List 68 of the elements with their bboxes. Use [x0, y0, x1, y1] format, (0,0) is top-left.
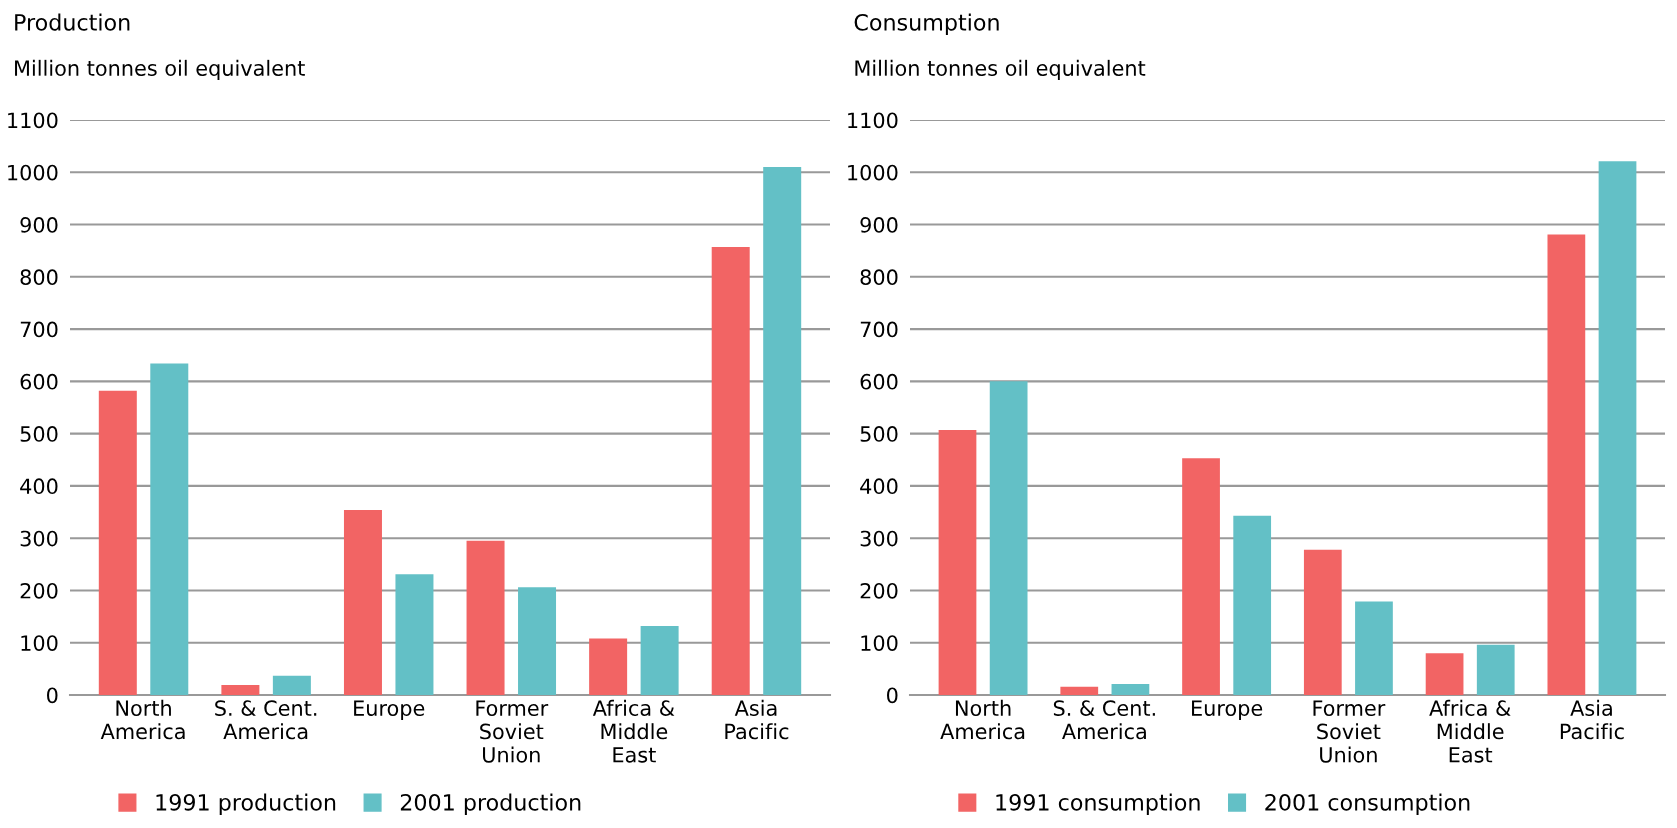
y-tick-label: 1000 — [8, 164, 58, 181]
legend-label: 1991 consumption — [996, 793, 1200, 815]
y-tick-label: 700 — [860, 321, 898, 338]
chart-title: Production — [15, 13, 130, 31]
x-tick-label: Asia Pacific — [1560, 699, 1624, 740]
bar — [711, 247, 750, 695]
bar — [150, 363, 189, 695]
bar — [1111, 684, 1150, 695]
bar — [1425, 653, 1464, 695]
bar — [98, 390, 137, 695]
x-tick-label: North America — [940, 699, 1025, 740]
bar — [343, 509, 382, 695]
bar — [466, 540, 505, 695]
bar — [1303, 549, 1342, 695]
bar — [1598, 161, 1637, 695]
bar — [763, 167, 802, 695]
y-tick-label: 800 — [20, 269, 58, 286]
x-tick-label: Former Soviet Union — [476, 700, 549, 763]
y-tick-label: 100 — [861, 635, 898, 651]
y-tick-label: 300 — [860, 530, 898, 547]
bar — [589, 638, 628, 695]
y-tick-label: 100 — [21, 635, 58, 651]
y-tick-label: 1100 — [8, 112, 58, 129]
chart-subtitle: Million tonnes oil equivalent — [855, 59, 1146, 80]
bar — [1233, 515, 1272, 695]
y-tick-label: 600 — [860, 373, 898, 390]
y-tick-label: 400 — [860, 478, 898, 495]
y-tick-label: 200 — [860, 582, 898, 599]
bar — [395, 574, 434, 695]
x-tick-label: Africa & Middle East — [1429, 699, 1511, 763]
x-tick-label: S. & Cent. America — [215, 700, 317, 740]
y-tick-label: 800 — [860, 269, 898, 286]
chart-title: Consumption — [854, 13, 999, 35]
bar — [1547, 234, 1586, 695]
bar — [989, 381, 1028, 695]
x-tick-label: Asia Pacific — [725, 699, 789, 740]
bar — [640, 626, 679, 695]
y-tick-label: 700 — [20, 321, 58, 338]
y-tick-label: 1000 — [848, 164, 898, 181]
y-tick-label: 300 — [20, 530, 58, 547]
bar — [1182, 458, 1220, 695]
x-tick-label: North America — [100, 699, 185, 740]
x-tick-label: Europe — [1192, 700, 1263, 721]
y-tick-label: 0 — [887, 687, 898, 704]
legend-label: 1991 production — [156, 793, 336, 815]
bar — [938, 429, 977, 695]
x-tick-label: Africa & Middle East — [592, 699, 675, 763]
bar — [272, 675, 311, 695]
chart-subtitle: Million tonnes oil equivalent — [15, 59, 305, 80]
legend-label: 2001 consumption — [1265, 793, 1470, 815]
y-tick-label: 900 — [20, 217, 58, 233]
y-tick-label: 200 — [20, 582, 58, 599]
bar — [1060, 686, 1099, 695]
x-tick-label: Europe — [354, 700, 425, 721]
y-tick-label: 1100 — [848, 112, 898, 129]
x-tick-label: S. & Cent. America — [1053, 700, 1155, 740]
y-tick-label: 500 — [20, 426, 58, 442]
bar — [518, 587, 557, 695]
bar — [1476, 644, 1515, 695]
x-tick-label: Former Soviet Union — [1313, 700, 1386, 763]
legend-label: 2001 production — [400, 793, 581, 815]
bar — [221, 685, 260, 695]
y-tick-label: 600 — [20, 373, 58, 390]
y-tick-label: 0 — [47, 687, 58, 704]
y-tick-label: 500 — [860, 426, 898, 442]
y-tick-label: 900 — [860, 217, 898, 233]
bar — [1355, 601, 1393, 695]
y-tick-label: 400 — [20, 478, 58, 495]
